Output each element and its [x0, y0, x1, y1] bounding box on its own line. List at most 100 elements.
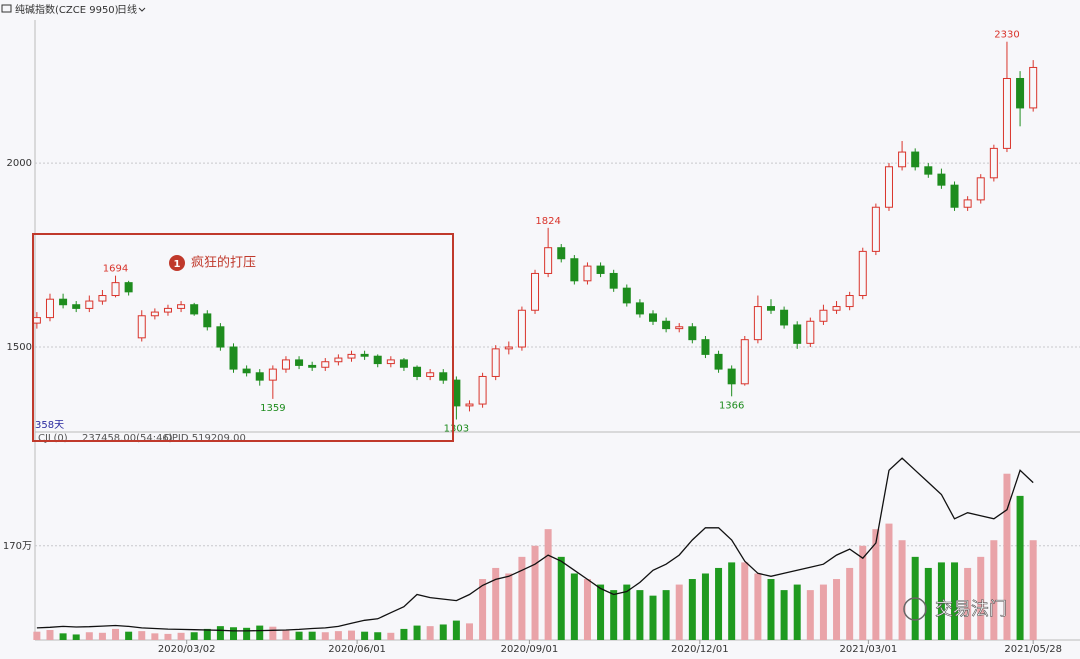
indicator-volume: 237458.00(54:46): [82, 433, 173, 444]
highlight-number: 1: [174, 259, 181, 270]
candle-body: [976, 177, 985, 201]
volume-bar: [151, 633, 159, 640]
volume-bar: [439, 624, 447, 640]
dropdown-arrow[interactable]: [138, 7, 146, 12]
volume-bar: [977, 556, 985, 640]
volume-bar: [518, 556, 526, 640]
volume-bar: [269, 626, 277, 640]
candle-body: [635, 302, 644, 315]
candle-body: [85, 300, 94, 309]
candle-body: [570, 258, 579, 282]
volume-bar: [164, 633, 172, 640]
volume-bar: [59, 633, 67, 640]
candle-body: [334, 357, 343, 363]
candle-body: [1029, 66, 1038, 109]
watermark-icon: [903, 597, 927, 621]
candle-body: [426, 372, 435, 377]
volume-bar: [112, 628, 120, 640]
candle-body: [491, 348, 500, 377]
watermark: 交易法门: [935, 599, 1007, 620]
candle-body: [413, 366, 422, 377]
candle-body: [439, 372, 448, 381]
volume-bar: [623, 584, 631, 640]
candle-body: [308, 364, 317, 368]
open-interest-line: [36, 457, 1034, 632]
volume-bar: [806, 590, 814, 640]
candle-body: [832, 306, 841, 311]
candle-body: [688, 326, 697, 341]
x-tick-label: 2020/06/01: [328, 644, 386, 655]
volume-bar: [190, 632, 198, 640]
candle-body: [137, 315, 146, 339]
volume-bar: [256, 625, 264, 640]
volume-bar: [636, 590, 644, 640]
extreme-label: 1303: [444, 423, 469, 434]
menu-icon[interactable]: [1, 4, 12, 13]
extreme-label: 2330: [994, 30, 1019, 41]
volume-bar: [951, 562, 959, 640]
volume-bar: [138, 631, 146, 640]
candle-body: [124, 282, 133, 293]
volume-bar: [570, 573, 578, 640]
extreme-label: 1694: [103, 264, 128, 275]
y-tick-label: 1500: [7, 342, 32, 353]
extreme-label: 1359: [260, 403, 285, 414]
candle-body: [399, 359, 408, 368]
volume-bar: [177, 632, 185, 640]
candle-body: [504, 346, 513, 350]
span-label: 358天: [35, 420, 64, 431]
candle-body: [98, 295, 107, 302]
x-tick-label: 2021/03/01: [840, 644, 898, 655]
volume-bar: [321, 632, 329, 640]
period-selector[interactable]: 日线: [117, 3, 137, 16]
candle-body: [727, 368, 736, 385]
candle-body: [924, 166, 933, 175]
candle-body: [1016, 77, 1025, 109]
candle-body: [963, 199, 972, 208]
volume-bar: [125, 631, 133, 640]
chart-title: 纯碱指数(CZCE 9950): [15, 3, 119, 16]
volume-bar: [295, 631, 303, 640]
volume-bar: [203, 628, 211, 640]
candle-body: [609, 272, 618, 289]
candle-body: [871, 206, 880, 252]
candle-body: [268, 368, 277, 381]
volume-bar: [72, 634, 80, 640]
volume-bar: [492, 567, 500, 640]
candle-body: [347, 353, 356, 359]
volume-bar: [924, 567, 932, 640]
volume-bar: [597, 584, 605, 640]
volume-bar: [688, 579, 696, 640]
volume-bar: [767, 579, 775, 640]
volume-bar: [649, 595, 657, 640]
volume-bar: [1003, 473, 1011, 640]
candle-body: [72, 304, 81, 309]
candle-body: [255, 372, 264, 381]
volume-bar: [780, 590, 788, 640]
candle-body: [766, 306, 775, 311]
highlight-box: [32, 233, 454, 442]
volume-bar: [885, 523, 893, 640]
candle-body: [216, 326, 225, 348]
candle-body: [373, 355, 382, 365]
candle-body: [544, 247, 553, 274]
volume-bar: [465, 623, 473, 640]
candle-body: [989, 147, 998, 179]
volume-bar: [400, 628, 408, 640]
indicator-name: CJL(0): [38, 433, 68, 444]
candle-body: [714, 353, 723, 370]
volume-bar: [715, 567, 723, 640]
volume-bar: [46, 630, 54, 640]
volume-bar: [583, 579, 591, 640]
volume-bar: [374, 632, 382, 640]
candle-body: [32, 317, 41, 324]
volume-bar: [387, 632, 395, 640]
x-tick-label: 2020/12/01: [671, 644, 729, 655]
candle-body: [386, 359, 395, 365]
y-tick-label: 170万: [3, 541, 32, 552]
highlight-badge: [169, 255, 185, 271]
volume-bar: [833, 579, 841, 640]
candle-body: [465, 403, 474, 407]
volume-bar: [662, 590, 670, 640]
